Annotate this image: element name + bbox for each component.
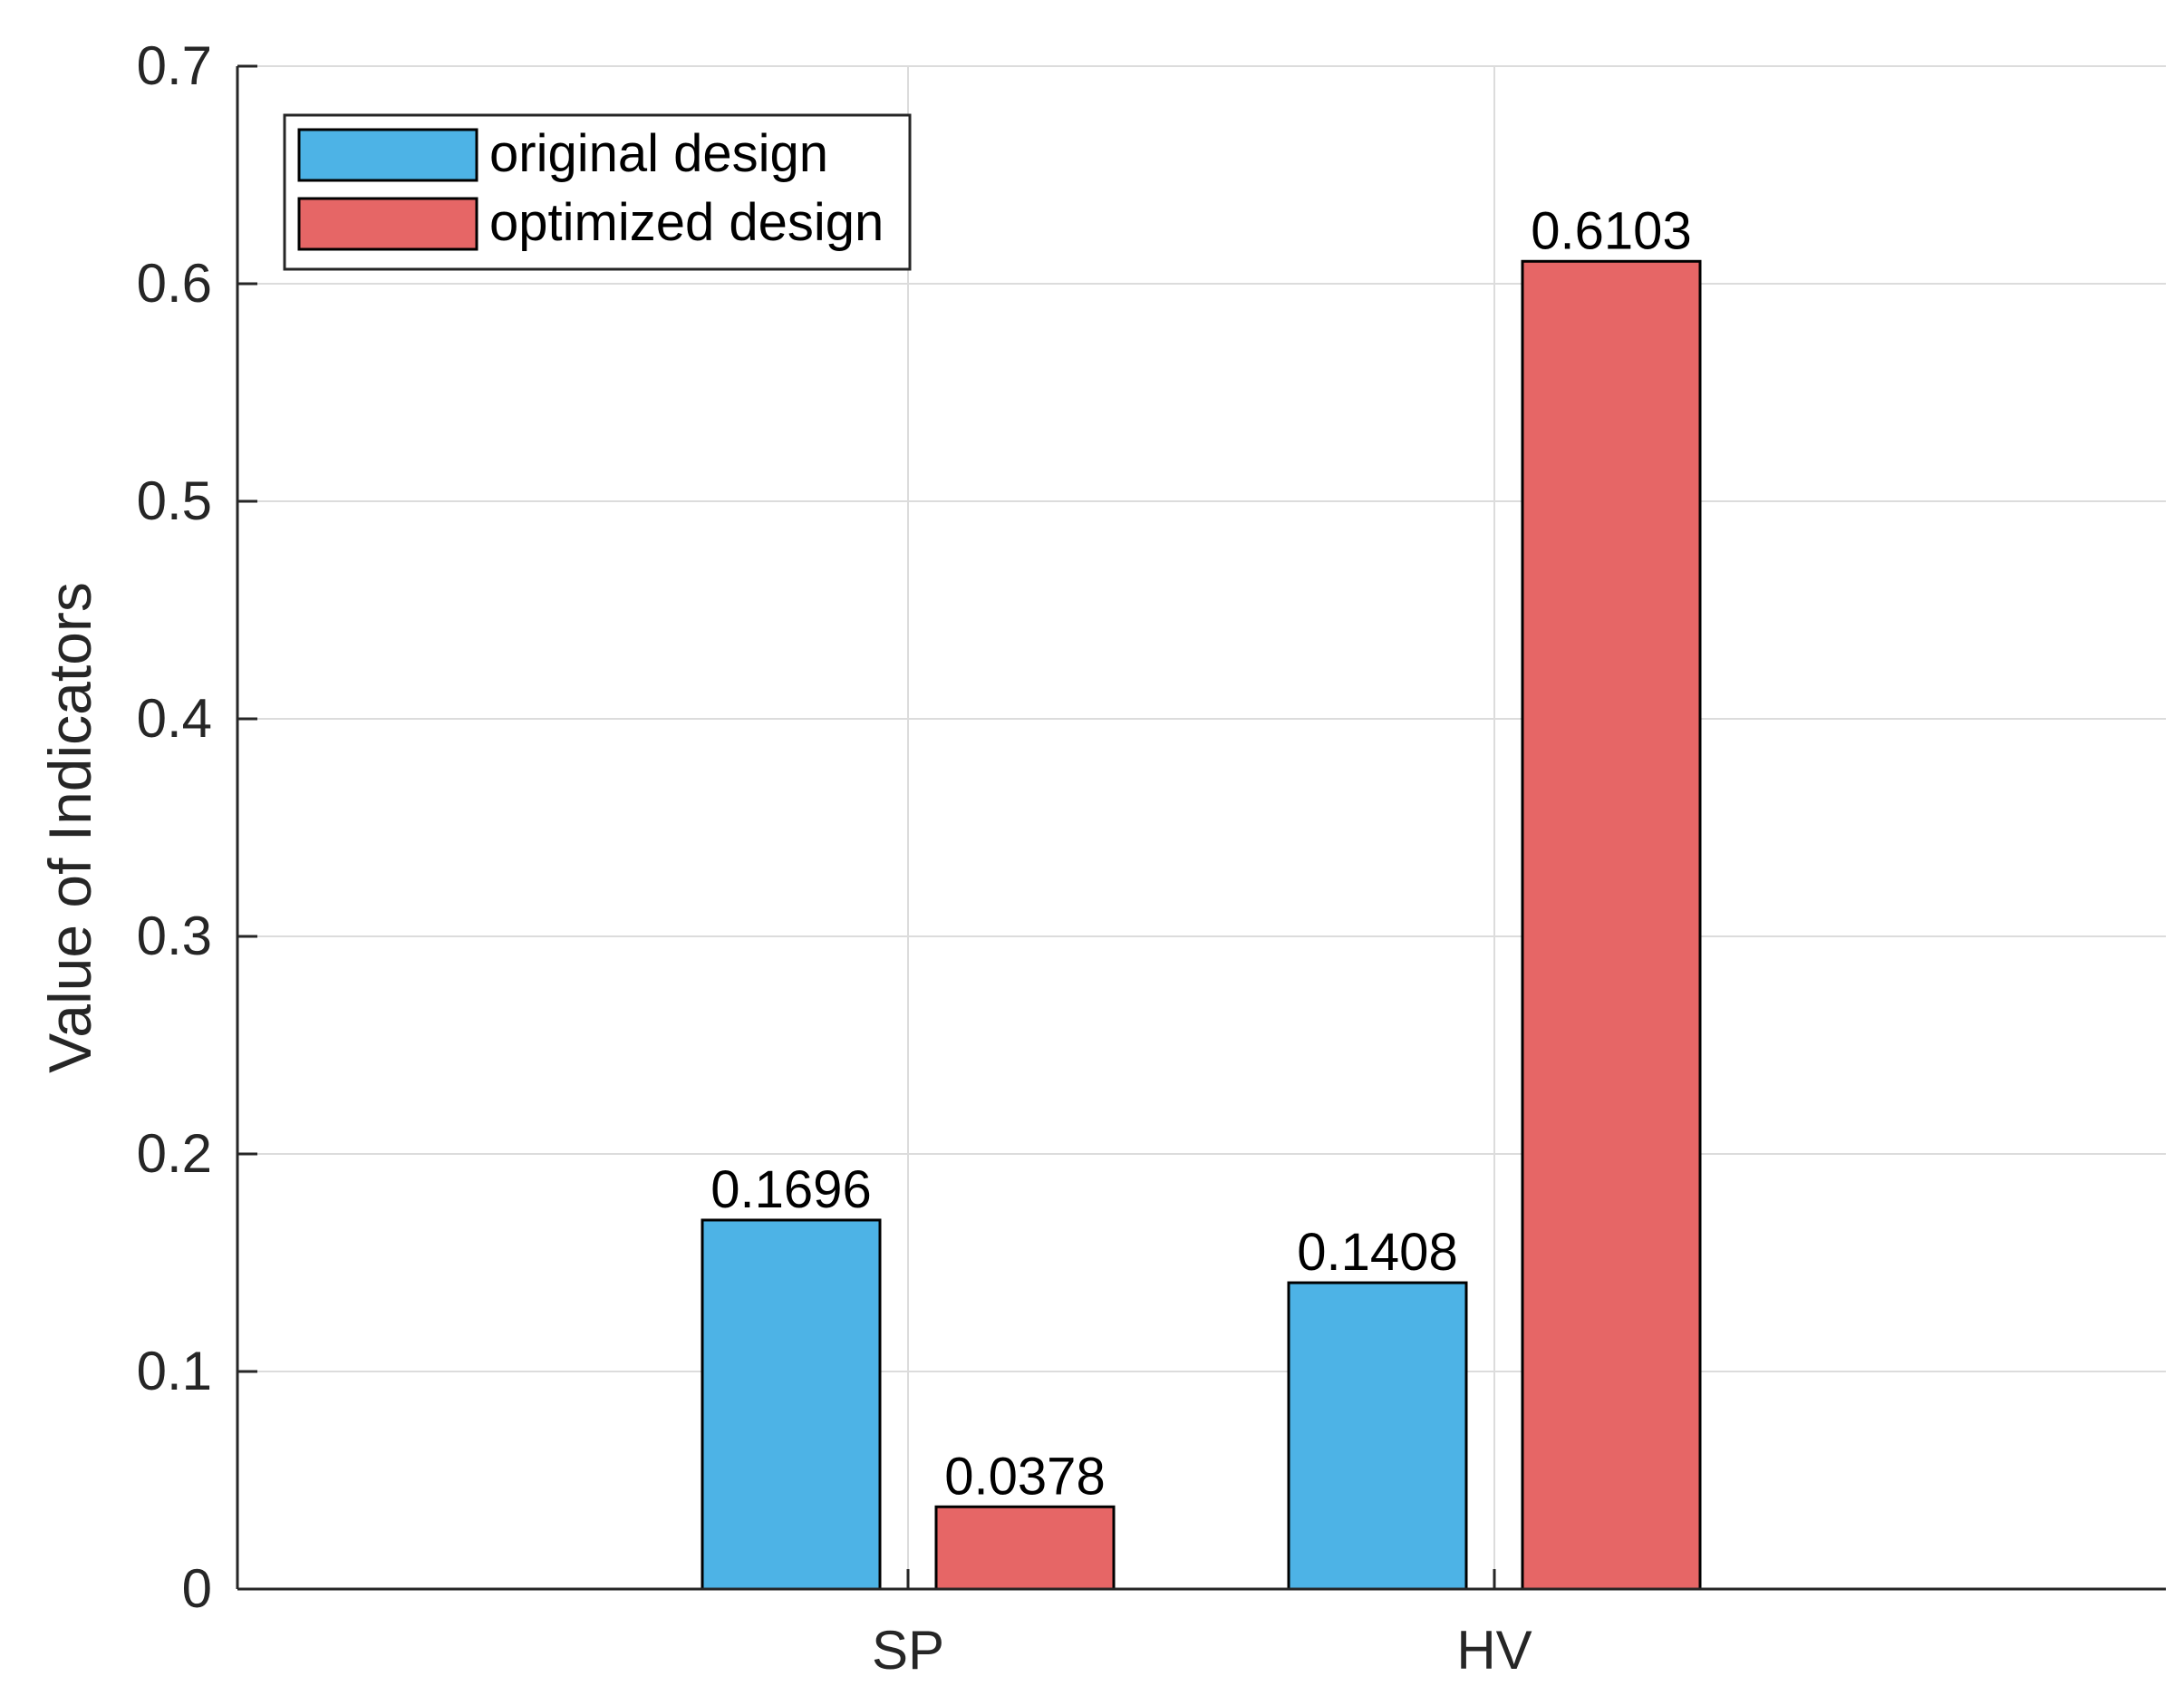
y-tick-label: 0.5: [137, 470, 212, 531]
bars-layer: [701, 259, 1702, 1591]
x-tick-label: SP: [872, 1620, 944, 1681]
y-tick-label: 0.7: [137, 35, 212, 96]
data-label: 0.1696: [710, 1160, 871, 1219]
data-label: 0.1408: [1297, 1223, 1457, 1282]
legend-swatch: [297, 128, 478, 182]
legend-entry-label: original design: [489, 124, 828, 183]
y-tick-label: 0.4: [137, 688, 212, 749]
bar-sp-series-2: [934, 1505, 1116, 1591]
grid-layer: [237, 65, 2166, 1590]
y-tick-label: 0.2: [137, 1123, 212, 1184]
legend-entry-label: optimized design: [489, 193, 884, 252]
x-tick-label: HV: [1456, 1620, 1532, 1681]
bar-hv-series-2: [1521, 259, 1702, 1591]
legend: original design optimized design: [283, 113, 912, 271]
y-tick-label: 0.3: [137, 906, 212, 966]
labels-layer: 0.1696 0.1408 0.0378 0.6103: [710, 201, 1691, 1506]
data-label: 0.6103: [1531, 201, 1691, 260]
y-tick-label: 0.1: [137, 1341, 212, 1401]
y-axis-label: Value of Indicators: [36, 582, 103, 1073]
axes-layer: 0 0.1 0.2 0.3 0.4 0.5 0.6 0.7 SP HV Value of Indic…: [36, 35, 2166, 1681]
legend-swatch: [297, 197, 478, 251]
bar-sp-series-1: [701, 1218, 882, 1591]
bar-hv-series-1: [1287, 1281, 1468, 1591]
y-tick-label: 0: [182, 1558, 212, 1619]
y-tick-label: 0.6: [137, 253, 212, 314]
data-label: 0.0378: [944, 1447, 1105, 1506]
